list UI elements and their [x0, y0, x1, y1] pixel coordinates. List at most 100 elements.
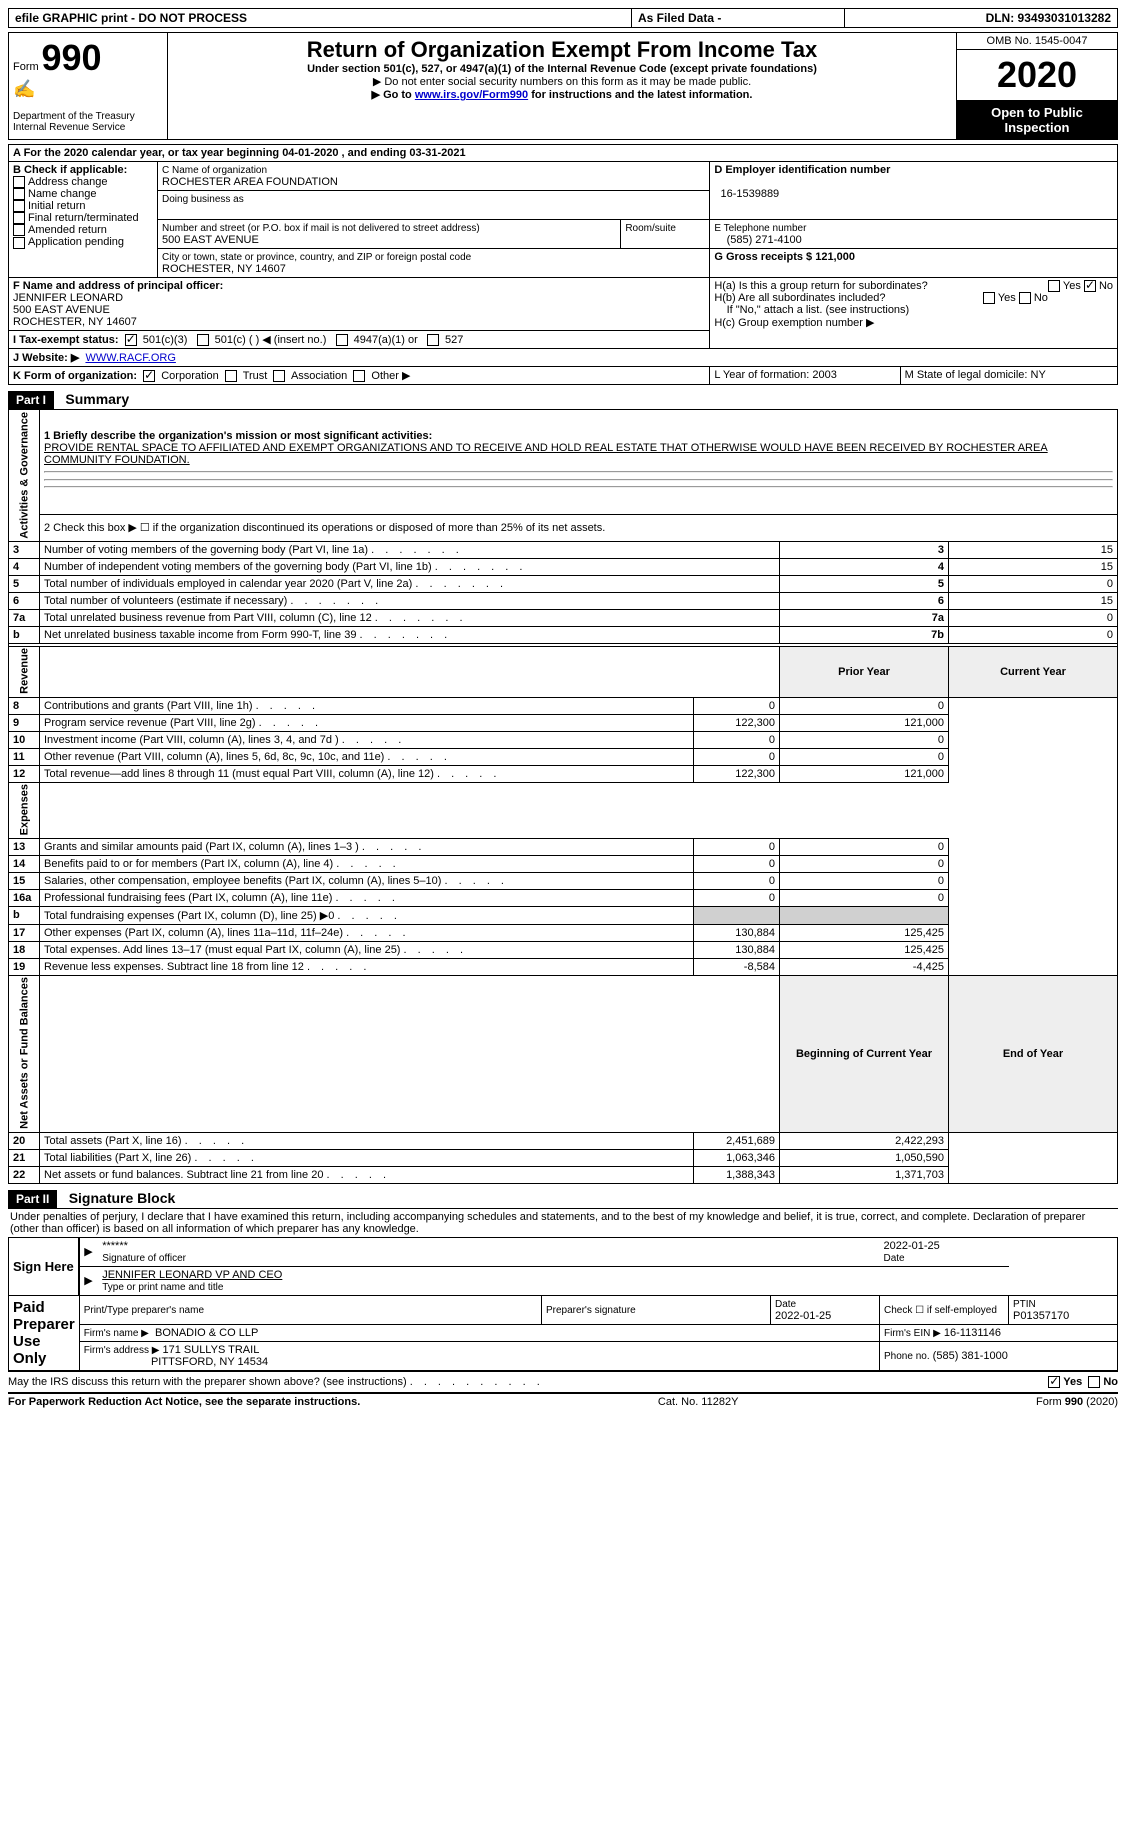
entity-info-table: A For the 2020 calendar year, or tax yea… — [8, 144, 1118, 385]
catno: Cat. No. 11282Y — [658, 1396, 739, 1408]
declaration: Under penalties of perjury, I declare th… — [8, 1208, 1118, 1237]
line-a: A For the 2020 calendar year, or tax yea… — [9, 145, 1118, 162]
officer-city: ROCHESTER, NY 14607 — [13, 316, 137, 328]
asfiled-label: As Filed Data - — [632, 9, 845, 28]
form-ver: 990 — [1065, 1396, 1083, 1408]
cb-hb-no[interactable] — [1019, 292, 1031, 304]
cb-initial-return[interactable] — [13, 200, 25, 212]
street-address: 500 EAST AVENUE — [162, 234, 259, 246]
tax-year: 2020 — [957, 50, 1117, 101]
cb-discuss-yes[interactable] — [1048, 1376, 1060, 1388]
cb-assoc[interactable] — [273, 370, 285, 382]
cb-hb-yes[interactable] — [983, 292, 995, 304]
hc-label: H(c) Group exemption number ▶ — [714, 317, 874, 329]
part1-table: Activities & Governance 1 Briefly descri… — [8, 409, 1118, 1184]
j-label: J Website: ▶ — [13, 352, 79, 364]
firm-phone: (585) 381-1000 — [933, 1350, 1008, 1362]
subtitle-3a: ▶ Go to — [372, 89, 415, 101]
phone-label: Phone no. — [884, 1351, 930, 1362]
beginning-header: Beginning of Current Year — [780, 975, 949, 1132]
hb-hint: If "No," attach a list. (see instruction… — [727, 304, 910, 316]
hb-label: H(b) Are all subordinates included? — [714, 292, 885, 304]
end-header: End of Year — [949, 975, 1118, 1132]
cb-527[interactable] — [427, 334, 439, 346]
city-label: City or town, state or province, country… — [162, 252, 471, 263]
cb-discuss-no[interactable] — [1088, 1376, 1100, 1388]
cb-amended[interactable] — [13, 224, 25, 236]
sig-date-label: Date — [884, 1253, 905, 1264]
sign-here: Sign Here — [9, 1237, 80, 1295]
firm-name: BONADIO & CO LLP — [155, 1327, 258, 1339]
org-name: ROCHESTER AREA FOUNDATION — [162, 176, 338, 188]
ptin: P01357170 — [1013, 1310, 1069, 1322]
form-number: 990 — [41, 37, 101, 78]
prep-date-label: Date — [775, 1299, 796, 1310]
city-state-zip: ROCHESTER, NY 14607 — [162, 263, 286, 275]
f-label: F Name and address of principal officer: — [13, 280, 223, 292]
subtitle-3b: for instructions and the latest informat… — [531, 89, 752, 101]
cb-other[interactable] — [353, 370, 365, 382]
m-state: M State of legal domicile: NY — [900, 367, 1117, 385]
room-label: Room/suite — [625, 223, 676, 234]
current-year-header: Current Year — [949, 646, 1118, 697]
sig-stars: ****** — [102, 1240, 128, 1252]
cb-501c[interactable] — [197, 334, 209, 346]
sig-date: 2022-01-25 — [884, 1240, 940, 1252]
cb-application-pending[interactable] — [13, 237, 25, 249]
firm-addr: 171 SULLYS TRAIL — [163, 1344, 260, 1356]
line2: 2 Check this box ▶ ☐ if the organization… — [40, 514, 1118, 541]
part1-title: Summary — [57, 389, 137, 409]
i-label: I Tax-exempt status: — [13, 334, 119, 346]
cb-4947[interactable] — [336, 334, 348, 346]
cb-corp[interactable] — [143, 370, 155, 382]
officer-name: JENNIFER LEONARD — [13, 292, 123, 304]
firm-ein: 16-1131146 — [944, 1327, 1001, 1339]
prep-name-label: Print/Type preparer's name — [84, 1305, 204, 1316]
c-label: C Name of organization — [162, 165, 267, 176]
name-title-label: Type or print name and title — [102, 1282, 223, 1293]
form-header: Form 990 ✍ Department of the Treasury In… — [8, 32, 1118, 140]
cb-trust[interactable] — [225, 370, 237, 382]
k-label: K Form of organization: — [13, 370, 137, 382]
e-label: E Telephone number — [714, 223, 806, 234]
addr-label: Number and street (or P.O. box if mail i… — [162, 223, 480, 234]
mission-text: PROVIDE RENTAL SPACE TO AFFILIATED AND E… — [44, 442, 1048, 466]
ein: 16-1539889 — [720, 188, 779, 200]
b-title: B Check if applicable: — [13, 164, 127, 176]
omb-number: OMB No. 1545-0047 — [957, 33, 1117, 50]
cb-ha-no[interactable] — [1084, 280, 1096, 292]
subtitle-2: ▶ Do not enter social security numbers o… — [172, 75, 952, 88]
irs-link[interactable]: www.irs.gov/Form990 — [415, 89, 528, 101]
dept-label: Department of the Treasury Internal Reve… — [13, 111, 135, 133]
signature-table: Sign Here ▶ ****** Signature of officer … — [8, 1237, 1118, 1371]
sidelabel-revenue: Revenue — [9, 646, 40, 697]
cb-name-change[interactable] — [13, 188, 25, 200]
sidelabel-netassets: Net Assets or Fund Balances — [9, 975, 40, 1132]
paid-preparer-label: Paid Preparer Use Only — [9, 1295, 80, 1370]
part1-tag: Part I — [8, 391, 54, 409]
cb-address-change[interactable] — [13, 176, 25, 188]
prep-date: 2022-01-25 — [775, 1310, 831, 1322]
website-link[interactable]: WWW.RACF.ORG — [85, 352, 175, 364]
part2-tag: Part II — [8, 1190, 57, 1208]
firm-ein-label: Firm's EIN ▶ — [884, 1328, 941, 1339]
form-prefix: Form — [13, 61, 39, 73]
form-title: Return of Organization Exempt From Incom… — [172, 37, 952, 63]
part2-title: Signature Block — [61, 1188, 184, 1208]
dba-label: Doing business as — [162, 194, 244, 205]
telephone: (585) 271-4100 — [727, 234, 802, 246]
firm-addr-label: Firm's address ▶ — [84, 1345, 160, 1356]
cb-ha-yes[interactable] — [1048, 280, 1060, 292]
prior-year-header: Prior Year — [780, 646, 949, 697]
sig-officer-label: Signature of officer — [102, 1253, 186, 1264]
efile-label: efile GRAPHIC print - DO NOT PROCESS — [9, 9, 632, 28]
firm-name-label: Firm's name ▶ — [84, 1328, 149, 1339]
cb-501c3[interactable] — [125, 334, 137, 346]
ptin-label: PTIN — [1013, 1299, 1036, 1310]
prep-sig-label: Preparer's signature — [546, 1305, 636, 1316]
cb-final-return[interactable] — [13, 212, 25, 224]
subtitle-1: Under section 501(c), 527, or 4947(a)(1)… — [172, 63, 952, 75]
d-label: D Employer identification number — [714, 164, 890, 176]
paperwork: For Paperwork Reduction Act Notice, see … — [8, 1396, 360, 1408]
firm-city: PITTSFORD, NY 14534 — [151, 1356, 268, 1368]
